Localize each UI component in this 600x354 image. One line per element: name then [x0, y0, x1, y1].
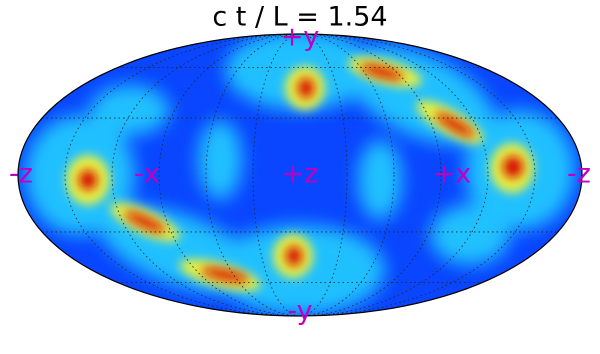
map-border	[17, 33, 583, 317]
label-bottom: -y	[287, 296, 312, 327]
label-left: -z	[9, 159, 33, 190]
label-top: +y	[281, 22, 320, 53]
meridian	[252, 34, 348, 316]
meridian	[64, 34, 536, 316]
title: c t / L = 1.54	[212, 2, 387, 33]
label-center: +z	[282, 159, 319, 190]
label-right-inner: +x	[433, 159, 472, 190]
graticule	[42, 34, 558, 316]
meridian	[158, 34, 442, 316]
meridian	[205, 34, 395, 316]
field-red	[79, 64, 523, 282]
meridian	[111, 34, 489, 316]
label-right: -z	[567, 159, 591, 190]
label-left-inner: -x	[134, 159, 160, 190]
